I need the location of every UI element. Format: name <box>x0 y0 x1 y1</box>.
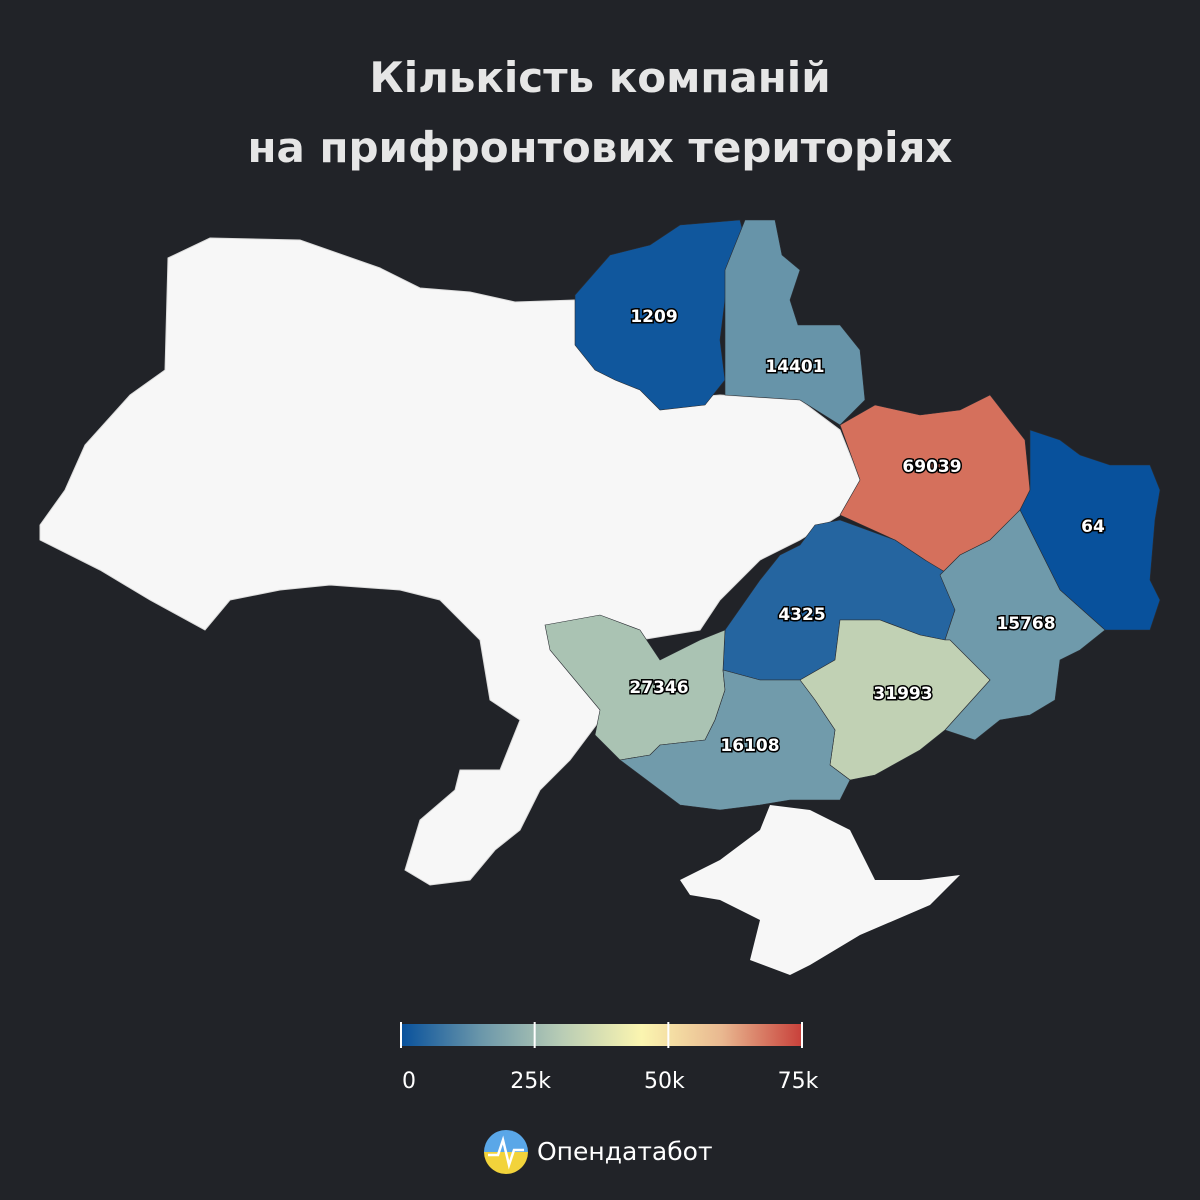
title-line: Кількість компаній <box>369 53 830 102</box>
region <box>619 669 851 811</box>
colorbar <box>401 1024 802 1046</box>
region-value: 4325 <box>778 605 825 625</box>
region <box>724 219 866 426</box>
colorbar-tick-label: 25k <box>510 1069 551 1094</box>
region-value: 14401 <box>765 357 824 377</box>
region-value: 27346 <box>629 678 688 698</box>
region <box>574 219 746 411</box>
colorbar-ticks: 0 25k 50k 75k <box>400 1022 819 1094</box>
region-value: 64 <box>1081 517 1105 537</box>
colorbar-tick-label: 50k <box>644 1069 685 1094</box>
title-line: на прифронтових територіях <box>247 123 952 172</box>
region-value: 31993 <box>873 684 932 704</box>
regions: 1209 14401 69039 64 4325 15768 27346 31993 16108 <box>544 219 1161 811</box>
crimea <box>680 805 960 975</box>
logo-pulse <box>488 1135 524 1170</box>
region-value: 16108 <box>720 736 779 756</box>
colorbar-tick-label: 75k <box>778 1069 819 1094</box>
brand: Опендатабот <box>537 1137 713 1166</box>
region-value: 15768 <box>996 614 1055 634</box>
region-value: 69039 <box>902 457 961 477</box>
region-value: 1209 <box>630 307 677 327</box>
colorbar-tick-label: 0 <box>402 1069 416 1094</box>
